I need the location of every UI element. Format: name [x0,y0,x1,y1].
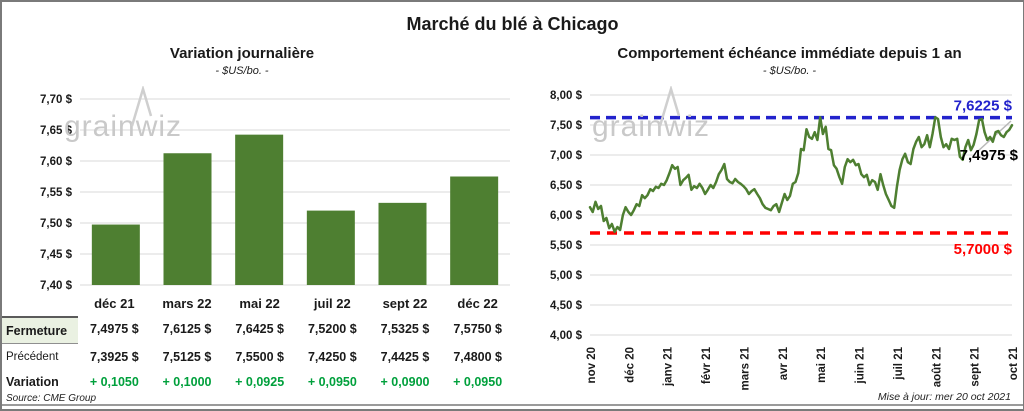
change-value: + 0,0900 [380,374,430,389]
line-y-tick-label: 4,50 $ [550,300,583,312]
month-header: mars 22 [162,296,212,311]
change-value: + 0,0950 [307,374,357,389]
month-header: déc 21 [94,296,135,311]
change-value: + 0,0925 [235,374,285,389]
line-x-tick-label: avr 21 [778,346,790,380]
updated-note: Mise à jour: mer 20 oct 2021 [877,391,1011,403]
previous-value: 7,4425 $ [380,349,430,364]
source-note: Source: CME Group [6,393,97,404]
line-y-tick-label: 5,00 $ [550,270,583,282]
line-x-tick-label: juin 21 [855,346,867,384]
line-y-tick-label: 6,50 $ [550,180,583,192]
line-y-tick-label: 7,50 $ [550,120,583,132]
close-value: 7,5750 $ [453,321,502,336]
month-header: déc 22 [457,296,498,311]
bar-juil-22 [306,210,355,285]
bar-y-tick-label: 7,60 $ [40,156,73,168]
line-x-tick-label: juil 21 [893,346,905,380]
line-y-tick-label: 8,00 $ [550,90,583,102]
bar-chart-title: Variation journalière [169,45,315,62]
last-price-label: 7,4975 $ [960,147,1019,164]
bar-déc-22 [450,176,499,285]
line-y-tick-label: 5,50 $ [550,240,583,252]
line-chart-subtitle: - $US/bo. - [762,65,817,77]
line-y-tick-label: 4,00 $ [550,330,583,342]
bottom-divider [2,404,1023,406]
month-header: sept 22 [382,296,428,311]
close-value: 7,5325 $ [380,321,430,336]
previous-value: 7,5125 $ [162,349,212,364]
line-x-tick-label: oct 21 [1008,346,1020,380]
line-y-tick-label: 7,00 $ [550,150,583,162]
line-x-tick-label: mai 21 [816,346,828,382]
previous-value: 7,3925 $ [89,349,139,364]
bar-y-tick-label: 7,45 $ [40,249,73,261]
bar-mars-22 [163,153,212,285]
close-value: 7,5200 $ [307,321,357,336]
support-label: 5,7000 $ [954,241,1013,258]
row-label-close: Fermeture [2,316,78,344]
line-x-tick-label: janv 21 [663,346,675,387]
row-label-change: Variation [6,374,59,389]
watermark-grainwiz-left: grainwiz [64,110,183,143]
bar-y-tick-label: 7,50 $ [40,218,73,230]
bar-y-tick-label: 7,40 $ [40,280,73,292]
close-value: 7,4975 $ [89,321,139,336]
change-value: + 0,1000 [162,374,212,389]
line-x-tick-label: févr 21 [701,346,713,384]
price-line [588,115,1014,234]
close-value: 7,6125 $ [162,321,212,336]
bar-sept-22 [378,202,427,285]
watermark-grainwiz-right: grainwiz [592,110,711,143]
row-label-previous: Précédent [6,350,59,363]
previous-value: 7,4250 $ [307,349,357,364]
previous-value: 7,5500 $ [235,349,284,364]
bar-chart-subtitle: - $US/bo. - [215,65,269,77]
change-value: + 0,1050 [89,374,139,389]
line-x-tick-label: déc 20 [624,347,636,383]
line-x-tick-label: mars 21 [739,346,751,390]
page-title: Marché du blé à Chicago [406,14,619,34]
month-header: mai 22 [239,296,280,311]
line-x-tick-label: août 21 [931,346,943,387]
futures-price-table: déc 21 mars 22 mai 22 juil 22 sept 22 dé… [2,291,514,394]
bar-mai-22 [235,134,284,285]
watermark-spike-icon [130,86,153,127]
line-chart-title: Comportement échéance immédiate depuis 1… [617,45,962,62]
month-header: juil 22 [313,296,351,311]
line-y-tick-label: 6,00 $ [550,210,583,222]
bar-y-tick-label: 7,70 $ [40,94,73,106]
change-value: + 0,0950 [453,374,503,389]
close-value: 7,6425 $ [235,321,284,336]
previous-value: 7,4800 $ [453,349,502,364]
watermark-spike-icon [658,86,681,127]
line-x-tick-label: nov 20 [586,347,598,383]
bar-y-tick-label: 7,55 $ [40,187,73,199]
bar-déc-21 [91,224,140,285]
line-x-tick-label: sept 21 [970,346,982,386]
resistance-label: 7,6225 $ [954,98,1013,115]
bar-y-tick-label: 7,65 $ [40,125,73,137]
table-corner [2,291,78,316]
